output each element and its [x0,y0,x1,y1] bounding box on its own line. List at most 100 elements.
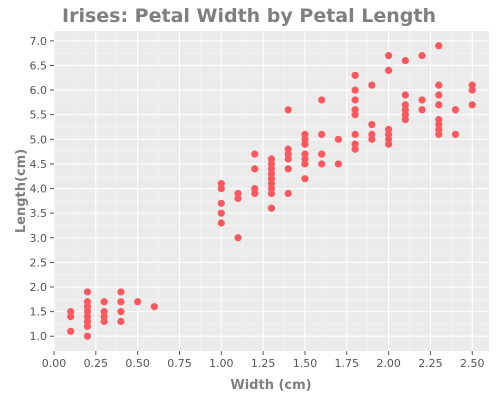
y-axis-ticks: 1.0 1.5 2.0 2.5 3.0 3.5 4.0 4.5 5.0 5.5 6.0 6.5 7.0 [30,35,54,343]
y-tick-label: 4.5 [30,158,48,171]
data-point [385,135,393,143]
y-tick-label: 5.5 [30,109,48,122]
data-point [435,42,443,50]
data-point [468,101,476,109]
data-point [435,120,443,129]
data-point [334,160,343,168]
data-point [117,298,125,306]
data-point [301,135,309,143]
data-point [284,155,292,163]
data-point [351,106,359,114]
data-point [368,120,376,129]
data-point [267,180,276,188]
data-point [401,101,409,109]
data-point [67,327,75,335]
data-point [267,204,276,212]
data-point [284,189,292,198]
data-point [83,312,92,321]
data-point [284,106,292,114]
data-point [83,317,92,326]
data-points [67,42,476,340]
data-point [418,96,426,104]
data-point [351,145,359,153]
data-point [351,130,359,138]
data-point [468,86,476,94]
data-point [217,219,225,227]
data-point [284,145,292,153]
data-point [334,135,343,143]
data-point [301,140,309,148]
data-point [83,308,92,316]
data-point [83,332,92,340]
x-tick-label: 0.75 [167,357,192,370]
x-axis-label: Width (cm) [230,378,311,393]
x-tick-label: 0.50 [125,357,150,370]
data-point [267,155,276,163]
data-point [385,125,393,134]
data-point [351,111,359,119]
data-point [234,189,242,198]
x-tick-label: 0.25 [84,357,109,370]
data-point [318,150,326,158]
data-point [418,52,426,60]
x-tick-label: 1.00 [209,357,234,370]
x-tick-label: 2.50 [460,357,485,370]
x-axis-ticks: 0.00 0.25 0.50 0.75 1.00 1.25 1.50 1.75 2.00 2.25… [42,351,485,370]
y-tick-label: 3.5 [30,207,48,220]
data-point [117,308,125,316]
data-point [234,234,242,242]
data-point [284,150,292,158]
data-point [401,111,409,119]
data-point [217,199,225,207]
x-tick-label: 1.25 [251,357,276,370]
data-point [251,184,259,193]
data-point [368,135,376,143]
data-point [267,160,276,168]
data-point [401,91,409,99]
y-tick-label: 2.0 [30,281,48,294]
data-point [318,96,326,104]
data-point [267,189,276,198]
data-point [435,91,443,99]
data-point [435,101,443,109]
data-point [301,130,309,138]
data-point [83,303,92,311]
data-point [67,312,75,321]
data-point [451,106,460,114]
data-point [401,106,409,114]
x-tick-label: 2.25 [418,357,443,370]
data-point [385,52,393,60]
data-point [150,303,158,311]
data-point [351,71,359,79]
data-point [418,106,426,114]
data-point [385,140,393,148]
grid-lines [53,31,489,351]
data-point [267,184,276,193]
data-point [234,194,242,202]
y-tick-label: 7.0 [30,35,48,48]
data-point [267,170,276,178]
data-point [468,81,476,89]
y-tick-label: 1.5 [30,306,48,319]
data-point [351,96,359,104]
x-tick-label: 0.00 [42,357,67,370]
data-point [435,116,443,124]
data-point [351,86,359,94]
data-point [435,81,443,89]
data-point [251,150,259,158]
data-point [251,165,259,173]
data-point [301,160,309,168]
x-tick-label: 2.00 [376,357,401,370]
x-tick-label: 1.50 [293,357,318,370]
data-point [318,160,326,168]
data-point [351,140,359,148]
y-tick-label: 4.0 [30,183,48,196]
data-point [401,116,409,124]
data-point [284,165,292,173]
data-point [301,150,309,158]
data-point [83,288,92,296]
data-point [368,81,376,89]
data-point [100,308,108,316]
y-axis-label: Length(cm) [14,149,29,233]
